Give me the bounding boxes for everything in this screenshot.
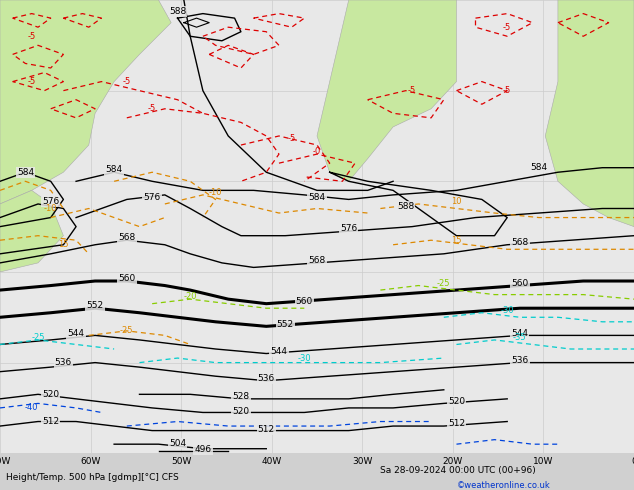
- Text: 512: 512: [42, 417, 60, 426]
- Polygon shape: [317, 0, 456, 181]
- Text: 504: 504: [169, 439, 186, 448]
- Text: 0: 0: [631, 457, 634, 466]
- Text: 552: 552: [276, 319, 294, 329]
- Text: ©weatheronline.co.uk: ©weatheronline.co.uk: [456, 481, 550, 490]
- Text: 576: 576: [42, 197, 60, 206]
- Text: 584: 584: [16, 168, 34, 177]
- Text: 520: 520: [42, 390, 60, 399]
- Text: 520: 520: [232, 407, 250, 416]
- Text: -40: -40: [25, 403, 39, 413]
- Text: -5: -5: [408, 86, 417, 95]
- Text: 512: 512: [448, 419, 465, 428]
- Text: 50W: 50W: [171, 457, 191, 466]
- Text: 568: 568: [511, 238, 529, 247]
- Polygon shape: [545, 0, 634, 226]
- Text: -5: -5: [27, 32, 36, 41]
- Text: -25: -25: [120, 326, 134, 335]
- Text: 568: 568: [308, 256, 326, 265]
- Text: -20: -20: [183, 293, 197, 301]
- Text: -5: -5: [148, 104, 157, 113]
- Text: 576: 576: [340, 224, 358, 233]
- Polygon shape: [0, 0, 171, 204]
- Text: -5: -5: [122, 77, 131, 86]
- Text: -5: -5: [27, 77, 36, 86]
- Text: 560: 560: [511, 279, 529, 288]
- Text: 552: 552: [86, 301, 104, 311]
- Text: 584: 584: [105, 166, 123, 174]
- Text: -5: -5: [287, 134, 296, 143]
- Text: 20W: 20W: [443, 457, 463, 466]
- Text: Sa 28-09-2024 00:00 UTC (00+96): Sa 28-09-2024 00:00 UTC (00+96): [380, 466, 536, 475]
- Text: -5: -5: [503, 86, 512, 95]
- Text: 30W: 30W: [352, 457, 372, 466]
- Text: 544: 544: [68, 329, 84, 338]
- Text: 512: 512: [257, 425, 275, 434]
- Text: 544: 544: [271, 347, 287, 356]
- Text: 584: 584: [530, 163, 548, 172]
- Text: -10: -10: [44, 204, 58, 213]
- Text: 536: 536: [511, 356, 529, 365]
- Polygon shape: [0, 191, 63, 272]
- Text: -25: -25: [31, 333, 45, 342]
- Text: 60W: 60W: [81, 457, 101, 466]
- Text: -35: -35: [513, 333, 527, 342]
- Text: -10: -10: [209, 188, 223, 197]
- Text: 520: 520: [448, 396, 465, 406]
- Text: 544: 544: [512, 329, 528, 338]
- Text: 588: 588: [169, 7, 186, 16]
- Text: 15: 15: [58, 240, 68, 249]
- Text: Height/Temp. 500 hPa [gdmp][°C] CFS: Height/Temp. 500 hPa [gdmp][°C] CFS: [6, 473, 179, 482]
- Text: 70W: 70W: [0, 457, 10, 466]
- Text: 536: 536: [257, 374, 275, 383]
- Text: 15: 15: [451, 236, 462, 245]
- Text: 10W: 10W: [533, 457, 553, 466]
- Text: 40W: 40W: [262, 457, 282, 466]
- Text: 584: 584: [308, 193, 326, 202]
- Text: -30: -30: [297, 354, 311, 363]
- Text: 10: 10: [451, 197, 462, 206]
- Text: 496: 496: [194, 445, 212, 454]
- Text: 536: 536: [55, 358, 72, 367]
- Text: -25: -25: [437, 279, 451, 288]
- Text: 528: 528: [232, 392, 250, 401]
- Text: -0: -0: [313, 147, 321, 156]
- Text: 576: 576: [143, 193, 161, 202]
- Text: 560: 560: [295, 297, 313, 306]
- Text: 560: 560: [118, 274, 136, 283]
- Text: -5: -5: [503, 23, 512, 32]
- Text: -30: -30: [500, 306, 514, 315]
- Text: 568: 568: [118, 233, 136, 243]
- Text: 588: 588: [397, 202, 415, 211]
